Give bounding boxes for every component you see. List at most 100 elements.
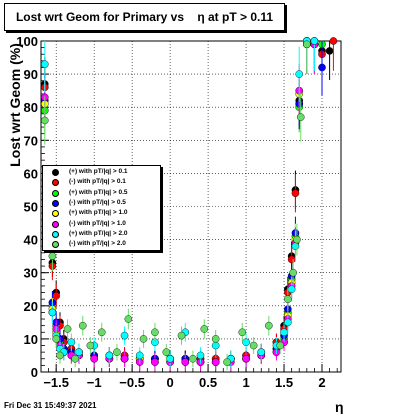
data-point [284, 318, 292, 327]
data-point [48, 252, 57, 260]
data-point [97, 328, 106, 337]
tick-labels: −1.5 −1 −0.5 0 0.5 1 1.5 2010203040506070809010… [16, 34, 325, 390]
data-point [86, 341, 95, 350]
data-point [200, 325, 209, 333]
data-point [52, 335, 60, 343]
data-point [325, 47, 334, 55]
legend-label: (-) with pT/|q| > 0.5 [69, 198, 126, 206]
legend-entry: (+) with pT/|q| > 2.0 [43, 229, 160, 239]
data-point [223, 358, 231, 366]
y-tick-label: 90 [24, 67, 38, 82]
data-point [166, 354, 174, 363]
legend-label: (-) with pT/|q| > 0.1 [69, 178, 126, 186]
legend-marker [52, 210, 59, 218]
legend-label: (+) with pT/|q| > 1.0 [69, 209, 128, 217]
data-point [303, 40, 311, 49]
data-point [211, 358, 220, 366]
legend-label: (+) with pT/|q| > 0.1 [69, 168, 128, 175]
y-tick-label: 40 [24, 233, 38, 248]
data-point [189, 354, 197, 363]
data-point [120, 354, 129, 363]
legend-entry: (+) with pT/|q| > 0.1 [43, 167, 160, 177]
data-point [151, 358, 159, 366]
x-tick-label: −1 [87, 375, 102, 390]
data-point [181, 358, 190, 366]
data-point [196, 351, 205, 360]
x-tick-label: 1 [242, 375, 249, 390]
data-point [257, 348, 266, 356]
legend-entry: (+) with pT/|q| > 0.5 [43, 188, 160, 198]
x-axis-title: η [335, 399, 344, 414]
x-tick-label: 0 [166, 375, 173, 390]
legend-entry: (-) with pT/|q| > 0.1 [43, 177, 160, 187]
y-tick-label: 100 [16, 34, 38, 49]
data-point [293, 235, 301, 244]
data-point [71, 354, 79, 363]
data-point [276, 341, 285, 350]
data-point [310, 37, 319, 45]
data-point [287, 255, 296, 264]
data-point [40, 116, 49, 125]
legend-entry: (-) with pT/|q| > 2.0 [43, 239, 160, 249]
legend-marker [52, 179, 59, 187]
data-point [291, 242, 300, 251]
data-point [78, 321, 87, 330]
data-point [40, 60, 49, 68]
data-point [113, 348, 121, 356]
legend-marker [52, 230, 59, 238]
legend-entry: (-) with pT/|q| > 0.5 [43, 198, 160, 208]
data-points [40, 37, 338, 371]
legend-marker [52, 199, 59, 207]
data-point [291, 189, 300, 198]
data-point [120, 331, 129, 340]
data-point [48, 308, 57, 317]
legend-label: (+) with pT/|q| > 0.5 [69, 188, 128, 196]
data-point [135, 351, 144, 360]
y-tick-label: 10 [24, 332, 38, 347]
y-tick-label: 60 [24, 166, 38, 181]
legend-marker [52, 241, 59, 249]
x-tick-label: −1.5 [43, 375, 69, 390]
data-point [105, 351, 114, 360]
data-point [63, 325, 72, 333]
data-point [287, 285, 296, 294]
x-tick-label: −0.5 [119, 375, 145, 390]
chart-title: Lost wrt Geom for Primary vs η at pT > 0… [4, 3, 285, 31]
data-point [139, 335, 148, 343]
data-point [284, 295, 292, 303]
legend-label: (+) with pT/|q| > 2.0 [69, 229, 128, 237]
legend-entry: (-) with pT/|q| > 1.0 [43, 219, 160, 229]
data-point [289, 268, 297, 277]
data-point [56, 351, 64, 360]
y-axis-title: Lost wrt Geom (%) [7, 43, 23, 167]
data-point [249, 341, 258, 350]
legend-marker [52, 220, 59, 228]
y-tick-label: 80 [24, 100, 38, 115]
legend-entry: (+) with pT/|q| > 1.0 [43, 208, 160, 218]
x-tick-label: 2 [318, 375, 325, 390]
legend-marker [52, 189, 59, 197]
data-point [162, 348, 171, 356]
y-tick-label: 0 [31, 365, 38, 380]
y-tick-label: 30 [24, 266, 38, 281]
data-point [211, 335, 220, 343]
x-tick-label: 1.5 [275, 375, 293, 390]
data-point [151, 328, 159, 337]
data-point [124, 315, 133, 323]
y-tick-label: 70 [24, 133, 38, 148]
data-point [280, 328, 288, 337]
data-point [296, 113, 305, 121]
data-point [295, 70, 304, 78]
data-point [52, 292, 60, 300]
y-tick-label: 50 [24, 200, 38, 215]
data-point [177, 331, 186, 340]
data-point [318, 63, 326, 72]
data-point [75, 348, 83, 356]
legend: (+) with pT/|q| > 0.1 (-) with pT/|q| > 0… [42, 165, 161, 251]
timestamp: Fri Dec 31 15:49:37 2021 [4, 401, 97, 410]
data-point [238, 328, 247, 337]
x-tick-label: 0.5 [199, 375, 217, 390]
data-point [90, 354, 98, 363]
data-point [329, 37, 338, 45]
